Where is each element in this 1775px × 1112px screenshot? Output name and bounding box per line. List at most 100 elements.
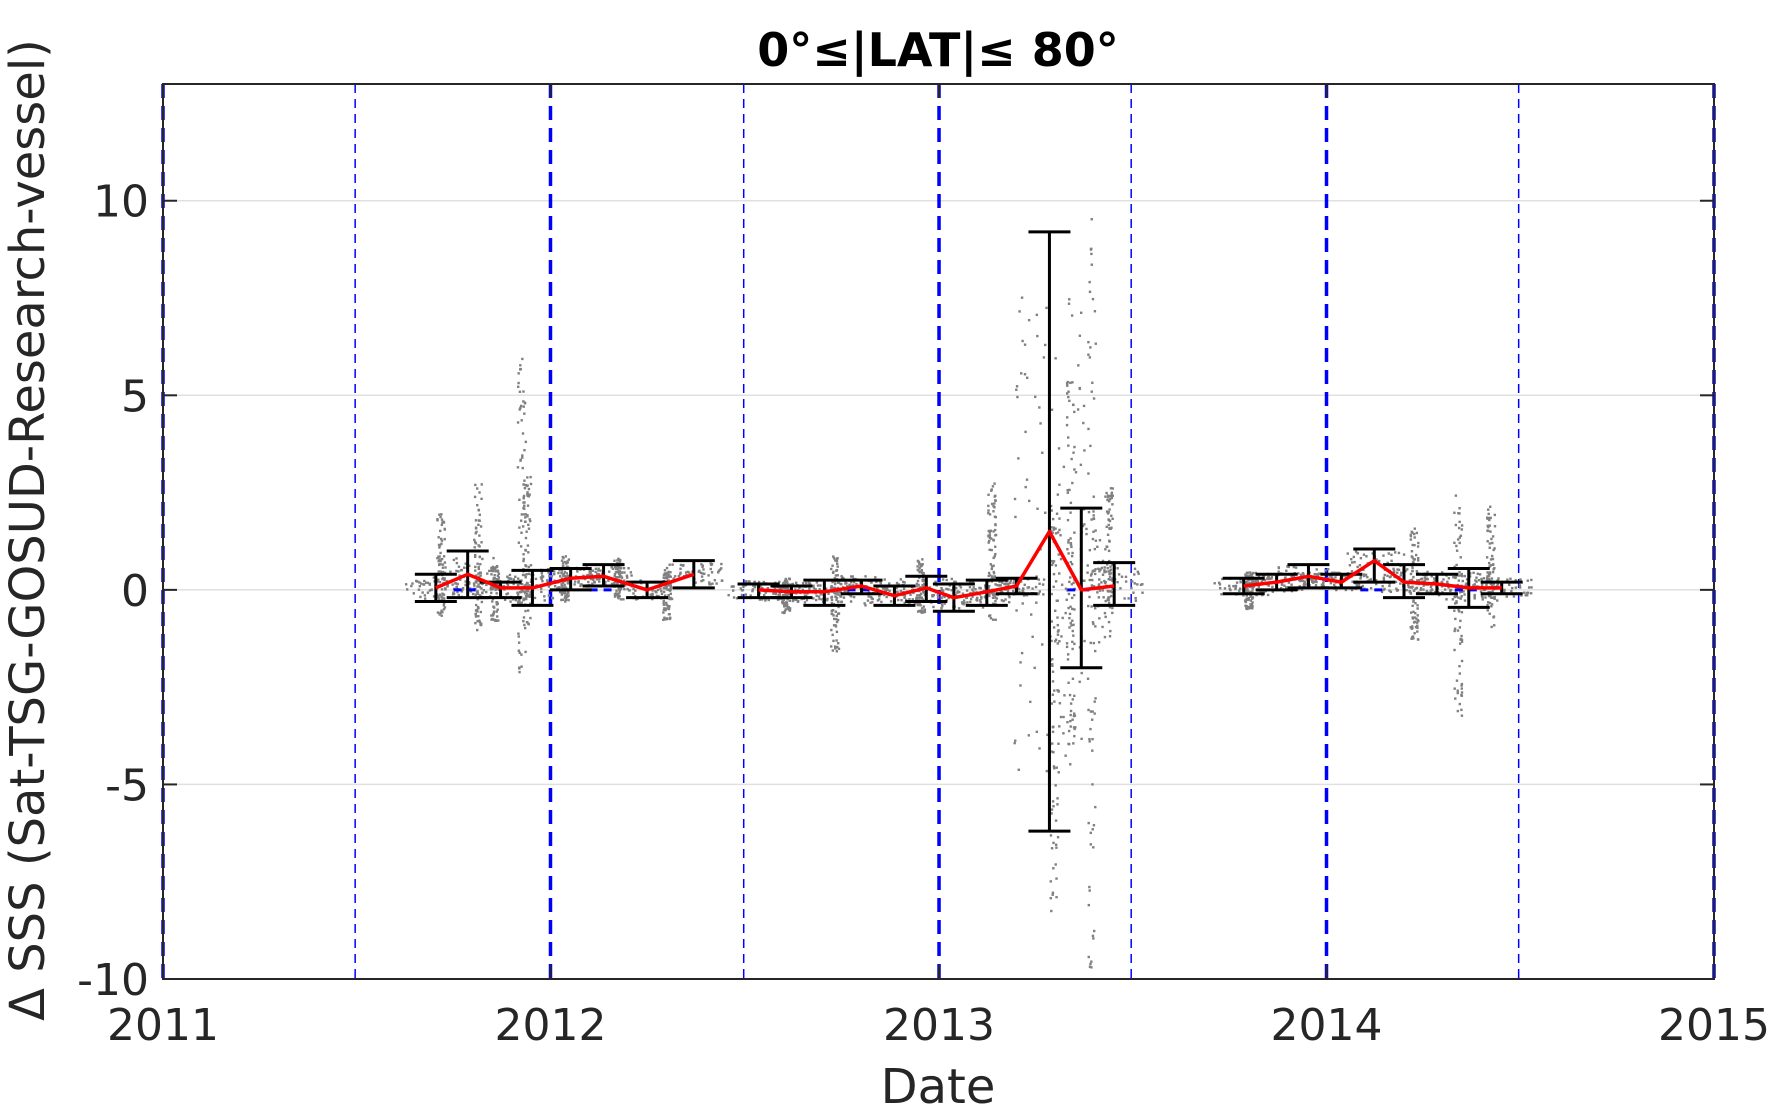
scatter-point xyxy=(1045,306,1048,310)
scatter-point xyxy=(441,566,445,569)
scatter-point xyxy=(1019,684,1022,687)
scatter-point xyxy=(1092,641,1096,645)
scatter-point xyxy=(1016,395,1019,399)
scatter-point xyxy=(700,563,703,566)
scatter-point xyxy=(440,598,444,602)
scatter-point xyxy=(476,585,479,588)
scatter-point xyxy=(819,584,822,587)
scatter-point xyxy=(1021,602,1024,605)
scatter-point xyxy=(665,585,668,589)
scatter-point xyxy=(1090,390,1093,393)
scatter-point xyxy=(1388,584,1391,588)
scatter-point xyxy=(1458,541,1461,545)
scatter-point xyxy=(474,542,478,545)
scatter-point xyxy=(966,601,969,604)
scatter-point xyxy=(1465,578,1469,581)
scatter-point xyxy=(610,582,614,586)
scatter-point xyxy=(1055,877,1058,880)
scatter-point xyxy=(492,556,495,560)
scatter-point xyxy=(1051,730,1055,734)
scatter-point xyxy=(1396,588,1400,592)
scatter-point xyxy=(1390,553,1393,557)
scatter-point xyxy=(1068,693,1072,697)
scatter-point xyxy=(1254,579,1258,582)
scatter-point xyxy=(1359,575,1363,578)
scatter-point xyxy=(456,582,459,586)
scatter-point xyxy=(1350,570,1354,573)
scatter-point xyxy=(1408,586,1411,589)
scatter-point xyxy=(835,614,839,617)
scatter-point xyxy=(1089,641,1092,645)
scatter-point xyxy=(635,598,638,601)
scatter-point xyxy=(1397,551,1401,555)
scatter-point xyxy=(1057,447,1061,450)
scatter-point xyxy=(1067,606,1070,610)
scatter-point xyxy=(662,618,665,622)
scatter-point xyxy=(983,584,987,587)
scatter-point xyxy=(950,589,953,592)
scatter-point xyxy=(1123,597,1126,600)
scatter-point xyxy=(815,598,818,602)
scatter-point xyxy=(915,582,919,586)
scatter-point xyxy=(473,584,476,587)
scatter-point xyxy=(1051,561,1055,565)
scatter-point xyxy=(1022,587,1025,590)
scatter-point xyxy=(1480,594,1484,598)
scatter-point xyxy=(616,566,620,569)
scatter-point xyxy=(1526,591,1530,594)
scatter-point xyxy=(474,532,477,535)
scatter-point xyxy=(922,572,925,575)
scatter-point xyxy=(524,650,527,654)
scatter-point xyxy=(886,588,889,592)
scatter-point xyxy=(1248,582,1251,585)
scatter-point xyxy=(1056,630,1060,633)
scatter-point xyxy=(1090,584,1094,588)
scatter-point xyxy=(710,562,714,566)
scatter-point xyxy=(1088,889,1091,892)
scatter-point xyxy=(1056,531,1060,534)
scatter-point xyxy=(1008,595,1011,599)
scatter-point xyxy=(1072,714,1076,718)
scatter-point xyxy=(1097,596,1101,599)
scatter-point xyxy=(834,624,837,627)
scatter-point xyxy=(1098,539,1102,542)
scatter-point xyxy=(1107,559,1111,563)
scatter-point xyxy=(443,577,446,580)
scatter-point xyxy=(1108,606,1112,609)
scatter-point xyxy=(1091,537,1095,541)
scatter-point xyxy=(529,602,532,605)
scatter-point xyxy=(428,589,432,592)
scatter-point xyxy=(1106,512,1110,515)
scatter-point xyxy=(703,572,706,575)
scatter-point xyxy=(623,571,626,574)
scatter-point xyxy=(1092,514,1095,517)
scatter-point xyxy=(1412,575,1415,579)
scatter-point xyxy=(616,594,619,597)
scatter-point xyxy=(663,569,667,572)
scatter-point xyxy=(1302,573,1305,576)
scatter-point xyxy=(808,582,811,585)
scatter-point xyxy=(1072,623,1075,627)
scatter-point xyxy=(529,482,533,486)
scatter-point xyxy=(477,565,480,569)
scatter-point xyxy=(518,408,521,411)
scatter-point xyxy=(1068,612,1072,616)
scatter-point xyxy=(1092,937,1095,940)
scatter-point xyxy=(958,590,961,594)
scatter-point xyxy=(1056,642,1060,645)
scatter-point xyxy=(490,585,493,588)
scatter-point xyxy=(477,572,480,575)
scatter-point xyxy=(835,559,839,563)
scatter-point xyxy=(1111,563,1114,566)
scatter-point xyxy=(1065,382,1069,385)
scatter-point xyxy=(1255,580,1258,584)
scatter-point xyxy=(1322,580,1325,583)
scatter-point xyxy=(442,602,446,605)
scatter-point xyxy=(1267,584,1270,587)
scatter-point xyxy=(923,610,927,614)
scatter-point xyxy=(421,591,424,594)
scatter-point xyxy=(587,580,590,584)
scatter-point xyxy=(1051,893,1054,896)
scatter-point xyxy=(529,594,532,597)
scatter-point xyxy=(1447,577,1451,580)
